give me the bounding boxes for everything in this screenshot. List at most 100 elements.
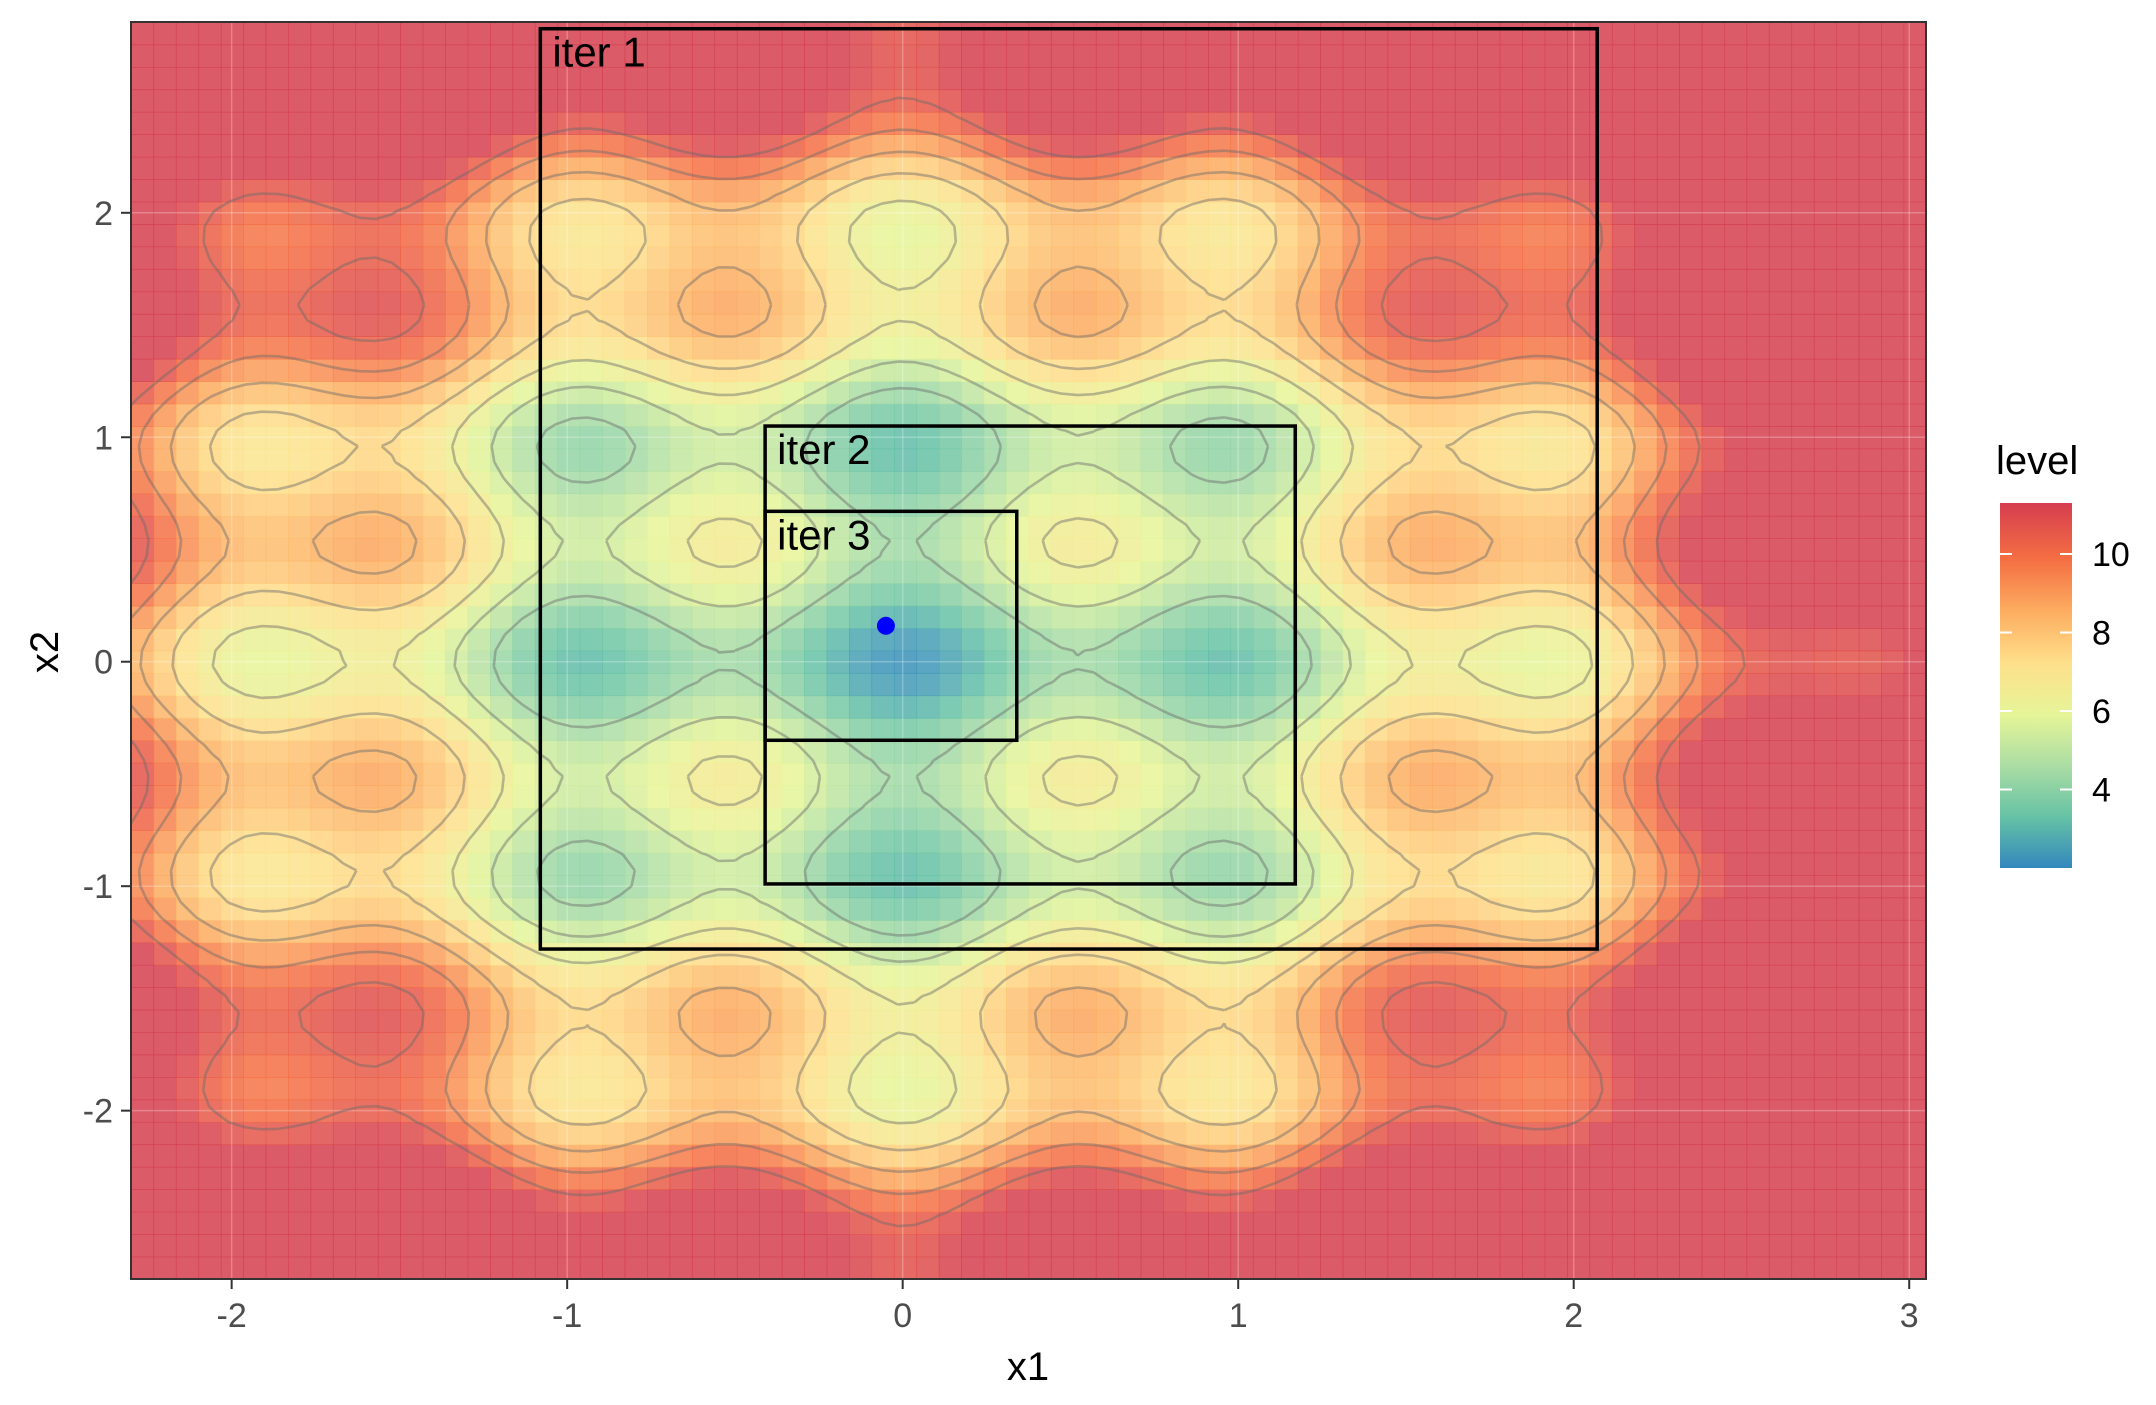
heatmap-cell xyxy=(1768,224,1793,248)
heatmap-cell xyxy=(175,1211,200,1235)
heatmap-cell xyxy=(198,224,222,248)
heatmap-cell xyxy=(938,807,962,831)
heatmap-cell xyxy=(893,1099,918,1123)
heatmap-cell xyxy=(332,403,357,427)
heatmap-cell xyxy=(1163,830,1187,854)
heatmap-cell xyxy=(1006,762,1030,786)
heatmap-cell xyxy=(1028,1166,1052,1190)
heatmap-cell xyxy=(1185,1189,1209,1213)
heatmap-cell xyxy=(220,964,244,988)
heatmap-cell xyxy=(804,852,828,876)
heatmap-cell xyxy=(243,583,267,607)
heatmap-cell xyxy=(310,919,334,944)
heatmap-cell xyxy=(332,650,357,674)
heatmap-cell xyxy=(153,650,177,674)
heatmap-cell xyxy=(1208,224,1232,248)
heatmap-cell xyxy=(579,762,603,786)
heatmap-cell xyxy=(1252,560,1277,584)
heatmap-cell xyxy=(1095,246,1119,270)
heatmap-cell xyxy=(1611,426,1636,450)
heatmap-cell xyxy=(1881,987,1905,1011)
heatmap-cell xyxy=(736,852,760,876)
heatmap-cell xyxy=(669,493,693,517)
heatmap-cell xyxy=(1320,426,1344,450)
heatmap-cell xyxy=(579,1166,603,1190)
legend-tick-label: 10 xyxy=(2092,536,2130,574)
heatmap-cell xyxy=(288,919,312,944)
heatmap-cell xyxy=(983,560,1007,584)
heatmap-cell xyxy=(1611,987,1636,1011)
heatmap-cell xyxy=(1208,605,1232,629)
heatmap-cell xyxy=(1903,179,1926,203)
heatmap-cell xyxy=(1544,156,1568,180)
heatmap-cell xyxy=(1634,448,1658,472)
heatmap-cell xyxy=(669,224,693,248)
heatmap-cell xyxy=(175,807,200,831)
heatmap-cell xyxy=(1881,538,1905,562)
heatmap-cell xyxy=(1589,426,1613,450)
heatmap-cell xyxy=(1813,852,1837,876)
heatmap-cell xyxy=(1903,1189,1926,1213)
heatmap-cell xyxy=(1118,313,1142,337)
heatmap-cell xyxy=(1813,22,1837,46)
heatmap-cell xyxy=(153,493,177,517)
heatmap-cell xyxy=(557,291,581,315)
heatmap-cell xyxy=(1522,448,1546,472)
heatmap-cell xyxy=(1185,403,1209,427)
heatmap-cell xyxy=(1252,493,1277,517)
heatmap-cell xyxy=(1499,246,1523,270)
heatmap-cell xyxy=(624,875,648,899)
heatmap-cell xyxy=(1768,179,1793,203)
heatmap-cell xyxy=(1320,852,1344,876)
heatmap-cell xyxy=(1028,1032,1052,1056)
heatmap-cell xyxy=(512,1234,536,1258)
heatmap-cell xyxy=(602,650,626,674)
heatmap-cell xyxy=(1701,470,1725,495)
heatmap-cell xyxy=(804,987,828,1011)
heatmap-cell xyxy=(1208,1121,1232,1146)
heatmap-cell xyxy=(1275,1166,1299,1190)
heatmap-cell xyxy=(557,1054,581,1078)
heatmap-cell xyxy=(1768,875,1793,899)
heatmap-cell xyxy=(804,1032,828,1056)
heatmap-cell xyxy=(1611,1144,1636,1168)
heatmap-cell xyxy=(1185,201,1209,225)
heatmap-cell xyxy=(1567,493,1591,517)
heatmap-cell xyxy=(781,381,805,405)
heatmap-cell xyxy=(1230,1234,1254,1258)
heatmap-cell xyxy=(198,111,222,135)
heatmap-cell xyxy=(961,1054,985,1078)
heatmap-cell xyxy=(400,1211,424,1235)
heatmap-cell xyxy=(871,964,895,988)
heatmap-cell xyxy=(1858,1211,1882,1235)
heatmap-cell xyxy=(1118,134,1142,158)
heatmap-cell xyxy=(1073,493,1097,517)
heatmap-cell xyxy=(691,1166,716,1190)
heatmap-cell xyxy=(332,1121,357,1146)
heatmap-cell xyxy=(624,111,648,135)
heatmap-cell xyxy=(1275,156,1299,180)
heatmap-cell xyxy=(1881,583,1905,607)
heatmap-cell xyxy=(647,672,671,697)
heatmap-cell xyxy=(1006,381,1030,405)
heatmap-cell xyxy=(804,897,828,921)
x-tick-label: 0 xyxy=(893,1297,912,1335)
heatmap-cell xyxy=(938,987,962,1011)
heatmap-cell xyxy=(1836,672,1860,697)
heatmap-cell xyxy=(265,964,289,988)
heatmap-cell xyxy=(1768,628,1793,652)
heatmap-cell xyxy=(1230,919,1254,944)
heatmap-cell xyxy=(849,1144,873,1168)
heatmap-cell xyxy=(1858,987,1882,1011)
heatmap-cell xyxy=(1275,1009,1299,1033)
heatmap-cell xyxy=(1297,538,1321,562)
heatmap-cell xyxy=(490,717,514,741)
heatmap-cell xyxy=(1589,224,1613,248)
heatmap-cell xyxy=(624,246,648,270)
heatmap-cell xyxy=(1140,156,1164,180)
heatmap-cell xyxy=(714,672,738,697)
heatmap-cell xyxy=(1230,403,1254,427)
heatmap-cell xyxy=(1365,1144,1389,1168)
heatmap-cell xyxy=(265,313,289,337)
heatmap-cell xyxy=(1499,583,1523,607)
